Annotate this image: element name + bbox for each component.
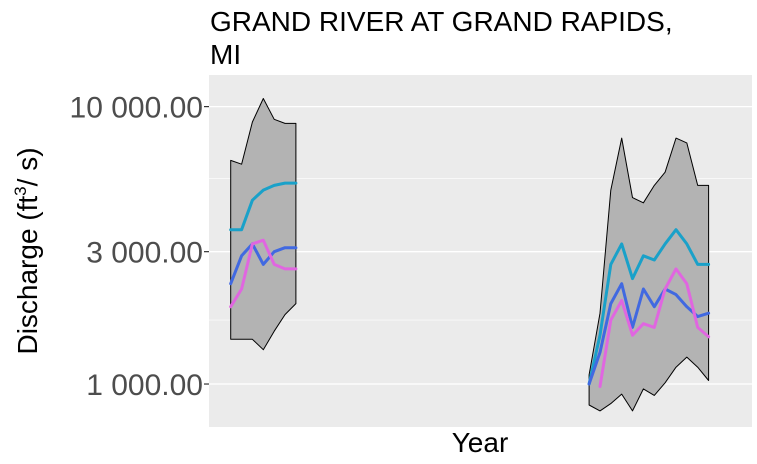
y-axis-title-superscript: 3 bbox=[11, 186, 30, 195]
series-magenta-line-0 bbox=[229, 238, 298, 309]
series-teal-line-1 bbox=[587, 228, 711, 386]
x-axis-title: Year bbox=[452, 427, 509, 458]
y-axis-ticks: 1 000.00 3 000.00 10 000.00 bbox=[70, 92, 209, 402]
range-ribbon-0 bbox=[230, 98, 297, 351]
y-tick-label-0: 1 000.00 bbox=[86, 369, 203, 402]
range-ribbon-1 bbox=[588, 137, 710, 412]
y-axis-title-suffix: / s) bbox=[12, 147, 43, 186]
series-blue-line-0 bbox=[229, 242, 298, 286]
y-tick-label-2: 10 000.00 bbox=[70, 92, 203, 125]
chart-title-line-1: GRAND RIVER AT GRAND RAPIDS, bbox=[210, 6, 673, 37]
y-tick-label-1: 3 000.00 bbox=[86, 237, 203, 270]
series-magenta-line-1 bbox=[598, 267, 711, 388]
y-axis-title-prefix: Discharge (ft bbox=[12, 196, 43, 355]
range-ribbons bbox=[230, 98, 710, 412]
series-teal-line-0 bbox=[229, 181, 298, 232]
series-lines bbox=[229, 181, 711, 388]
y-axis-title: Discharge (ft3/ s) bbox=[11, 147, 43, 354]
series-blue-line-1 bbox=[587, 282, 711, 386]
chart-title-line-2: MI bbox=[210, 39, 241, 70]
